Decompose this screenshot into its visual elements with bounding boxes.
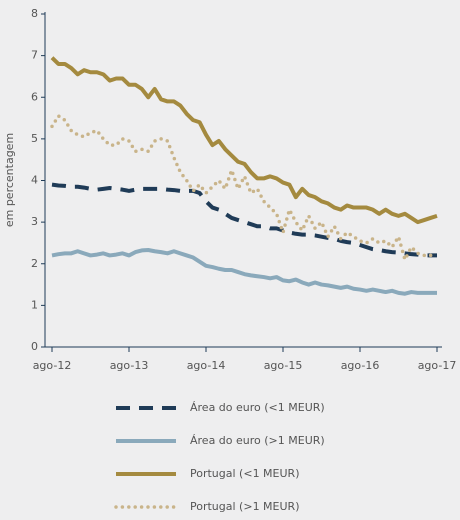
y-tick-label: 7 <box>31 49 38 62</box>
x-tick-label: ago-17 <box>418 359 457 372</box>
y-axis-label: em percentagem <box>3 133 16 227</box>
y-tick-label: 0 <box>31 340 38 353</box>
series-line <box>51 248 437 296</box>
x-tick-label: ago-16 <box>341 359 380 372</box>
x-tick-label: ago-14 <box>187 359 226 372</box>
y-tick-label: 4 <box>31 174 38 187</box>
x-tick-label: ago-12 <box>33 359 72 372</box>
legend-label: Área do euro (<1 MEUR) <box>190 401 325 414</box>
series-line <box>50 56 438 225</box>
y-tick-label: 8 <box>31 7 38 20</box>
x-tick-label: ago-15 <box>264 359 303 372</box>
x-tick-label: ago-13 <box>110 359 149 372</box>
y-tick-label: 6 <box>31 90 38 103</box>
series-line <box>50 114 439 262</box>
legend-label: Portugal (>1 MEUR) <box>190 500 299 513</box>
legend-label: Portugal (<1 MEUR) <box>190 467 299 480</box>
legend-label: Área do euro (>1 MEUR) <box>190 434 325 447</box>
y-tick-label: 1 <box>31 298 38 311</box>
y-tick-label: 3 <box>31 215 38 228</box>
y-tick-label: 5 <box>31 132 38 145</box>
series-line <box>51 182 437 258</box>
y-tick-label: 2 <box>31 257 38 270</box>
